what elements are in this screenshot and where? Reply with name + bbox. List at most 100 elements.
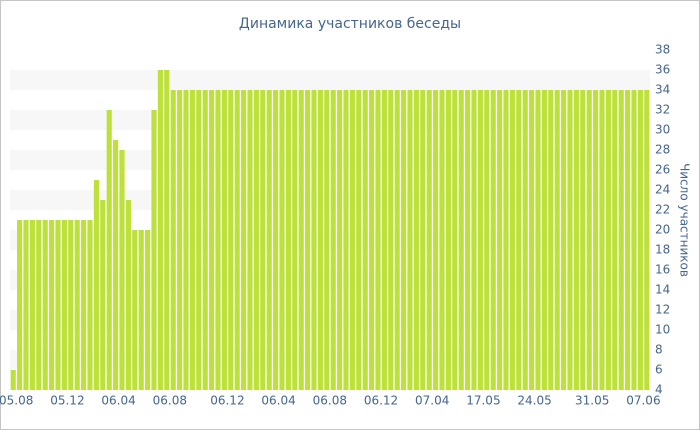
bar [132, 230, 138, 390]
bar [23, 220, 29, 390]
grid-band [10, 310, 650, 330]
grid-band [10, 150, 650, 170]
bar [477, 90, 483, 390]
y-tick-label: 4 [655, 383, 663, 397]
bar [503, 90, 509, 390]
bar [298, 90, 304, 390]
x-tick-label: 06.12 [364, 394, 398, 408]
bar [548, 90, 554, 390]
bar [561, 90, 567, 390]
bar [253, 90, 259, 390]
bar [593, 90, 599, 390]
bar [247, 90, 253, 390]
x-tick-label: 07.06 [626, 394, 660, 408]
bar [196, 90, 202, 390]
bar [330, 90, 336, 390]
bar [497, 90, 503, 390]
bar [324, 90, 330, 390]
bar [490, 90, 496, 390]
bar [573, 90, 579, 390]
bar [612, 90, 618, 390]
bar [644, 90, 650, 390]
bar [42, 220, 48, 390]
y-tick-label: 8 [655, 343, 663, 357]
bar [125, 200, 131, 390]
bar [36, 220, 42, 390]
bar [305, 90, 311, 390]
grid-band [10, 270, 650, 290]
bar [138, 230, 144, 390]
bar [394, 90, 400, 390]
bar [349, 90, 355, 390]
y-tick-label: 24 [655, 183, 670, 197]
y-tick-label: 22 [655, 203, 670, 217]
bar [228, 90, 234, 390]
bar [554, 90, 560, 390]
bar [369, 90, 375, 390]
bar [407, 90, 413, 390]
bar [580, 90, 586, 390]
bar [234, 90, 240, 390]
bar [29, 220, 35, 390]
bar [343, 90, 349, 390]
bar [375, 90, 381, 390]
y-tick-label: 10 [655, 323, 670, 337]
y-tick-label: 30 [655, 123, 670, 137]
x-tick-label: 06.08 [313, 394, 347, 408]
bar [209, 90, 215, 390]
y-tick-label: 34 [655, 83, 670, 97]
bar [625, 90, 631, 390]
bar [637, 90, 643, 390]
grid-band [10, 230, 650, 250]
bar [157, 70, 163, 390]
bar [113, 140, 119, 390]
bar [529, 90, 535, 390]
grid-band [10, 190, 650, 210]
y-axis-label: Число участников [678, 163, 692, 277]
bar [522, 90, 528, 390]
y-tick-label: 12 [655, 303, 670, 317]
bar [68, 220, 74, 390]
bar [106, 110, 112, 390]
x-tick-label: 07.04 [415, 394, 449, 408]
bar [420, 90, 426, 390]
bar [362, 90, 368, 390]
x-tick-label: 31.05 [575, 394, 609, 408]
y-tick-label: 6 [655, 363, 663, 377]
x-tick-label: 06.12 [210, 394, 244, 408]
y-tick-label: 32 [655, 103, 670, 117]
y-tick-label: 18 [655, 243, 670, 257]
x-tick-label: 17.05 [466, 394, 500, 408]
bar [202, 90, 208, 390]
bar [145, 230, 151, 390]
bar [458, 90, 464, 390]
chart-title: Динамика участников беседы [239, 16, 461, 32]
bar [279, 90, 285, 390]
y-tick-label: 36 [655, 63, 670, 77]
bar [484, 90, 490, 390]
bar [93, 180, 99, 390]
bar [119, 150, 125, 390]
x-tick-label: 05.08 [0, 394, 33, 408]
bar [433, 90, 439, 390]
bar [183, 90, 189, 390]
x-tick-label: 06.04 [101, 394, 135, 408]
bar [381, 90, 387, 390]
bar [292, 90, 298, 390]
bar [618, 90, 624, 390]
x-tick-label: 06.08 [153, 394, 187, 408]
bar [215, 90, 221, 390]
y-tick-label: 28 [655, 143, 670, 157]
bar [516, 90, 522, 390]
bar [189, 90, 195, 390]
bar [337, 90, 343, 390]
bar [285, 90, 291, 390]
bar [266, 90, 272, 390]
bar [599, 90, 605, 390]
bar [55, 220, 61, 390]
bar [413, 90, 419, 390]
bar [87, 220, 93, 390]
bar [81, 220, 87, 390]
bar [100, 200, 106, 390]
